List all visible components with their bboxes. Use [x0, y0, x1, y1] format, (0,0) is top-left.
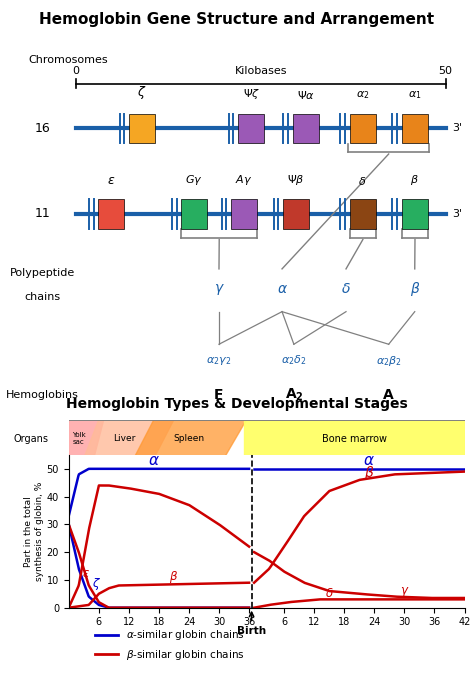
Text: $\delta$: $\delta$ — [325, 587, 334, 600]
Text: $\varepsilon$: $\varepsilon$ — [82, 567, 90, 580]
Y-axis label: Part in the total
synthesis of globin, %: Part in the total synthesis of globin, % — [25, 481, 44, 581]
Text: Hemoglobin Gene Structure and Arrangement: Hemoglobin Gene Structure and Arrangemen… — [39, 12, 435, 27]
Polygon shape — [244, 420, 465, 458]
Text: $\alpha_1$: $\alpha_1$ — [408, 90, 421, 101]
Text: Liver: Liver — [113, 435, 135, 443]
Bar — [283, 199, 310, 229]
Bar — [98, 199, 124, 229]
Polygon shape — [69, 420, 104, 458]
Text: $\varepsilon$: $\varepsilon$ — [107, 174, 116, 187]
Polygon shape — [84, 420, 174, 458]
Bar — [350, 113, 376, 143]
Text: 3': 3' — [453, 124, 463, 133]
Text: $\alpha_2\gamma_2$: $\alpha_2\gamma_2$ — [206, 354, 232, 367]
Bar — [231, 199, 257, 229]
Bar — [238, 113, 264, 143]
Text: $\beta$: $\beta$ — [410, 173, 419, 187]
Text: chains: chains — [25, 293, 61, 302]
Text: 50: 50 — [438, 66, 453, 76]
Text: $\alpha$: $\alpha$ — [148, 453, 160, 468]
Text: $\Psi\zeta$: $\Psi\zeta$ — [243, 88, 260, 101]
Text: $\zeta$: $\zeta$ — [137, 84, 147, 101]
Bar — [402, 113, 428, 143]
Text: $\zeta$: $\zeta$ — [92, 576, 101, 592]
Text: 11: 11 — [35, 207, 51, 221]
Text: $\alpha$: $\alpha$ — [276, 282, 288, 296]
Text: $\gamma$: $\gamma$ — [214, 282, 224, 297]
Polygon shape — [134, 420, 246, 458]
Text: $A\gamma$: $A\gamma$ — [236, 173, 253, 187]
Text: $\Psi\alpha$: $\Psi\alpha$ — [297, 90, 315, 101]
Text: F: F — [214, 388, 224, 402]
Bar — [129, 113, 155, 143]
Text: 3': 3' — [453, 209, 463, 219]
Text: Bone marrow: Bone marrow — [322, 434, 387, 444]
Bar — [293, 113, 319, 143]
Text: $\alpha_2$: $\alpha_2$ — [356, 90, 369, 101]
Text: Organs: Organs — [14, 434, 49, 444]
Text: $\alpha$: $\alpha$ — [364, 453, 375, 468]
Text: Chromosomes: Chromosomes — [28, 55, 108, 65]
Text: $\mathbf{A_2}$: $\mathbf{A_2}$ — [284, 387, 303, 403]
Text: Birth: Birth — [237, 612, 266, 636]
Text: 0: 0 — [73, 66, 79, 76]
Text: $\beta$: $\beta$ — [410, 280, 420, 298]
Text: $G\gamma$: $G\gamma$ — [185, 173, 203, 187]
Text: $\Psi\beta$: $\Psi\beta$ — [288, 173, 305, 187]
Bar — [402, 199, 428, 229]
Text: Spleen: Spleen — [173, 435, 205, 443]
Text: Polypeptide: Polypeptide — [10, 268, 75, 278]
Text: $\gamma$: $\gamma$ — [400, 585, 409, 599]
Text: 16: 16 — [35, 122, 51, 135]
Bar — [350, 199, 376, 229]
Legend: $\alpha$-similar globin chains, $\beta$-similar globin chains: $\alpha$-similar globin chains, $\beta$-… — [91, 624, 249, 666]
Text: $\alpha_2\delta_2$: $\alpha_2\delta_2$ — [281, 354, 307, 367]
Text: $\beta$: $\beta$ — [364, 464, 374, 482]
Text: Kilobases: Kilobases — [235, 66, 287, 76]
Text: Yolk
sac: Yolk sac — [72, 433, 86, 445]
Bar — [181, 199, 207, 229]
Text: $\alpha_2\beta_2$: $\alpha_2\beta_2$ — [376, 354, 401, 367]
Text: Hemoglobins: Hemoglobins — [6, 390, 79, 400]
Text: Hemoglobin Types & Developmental Stages: Hemoglobin Types & Developmental Stages — [66, 397, 408, 411]
Text: $\delta$: $\delta$ — [341, 282, 351, 296]
Text: $\delta$: $\delta$ — [358, 175, 367, 187]
Text: A: A — [383, 388, 394, 402]
Text: $\beta$: $\beta$ — [169, 569, 179, 585]
